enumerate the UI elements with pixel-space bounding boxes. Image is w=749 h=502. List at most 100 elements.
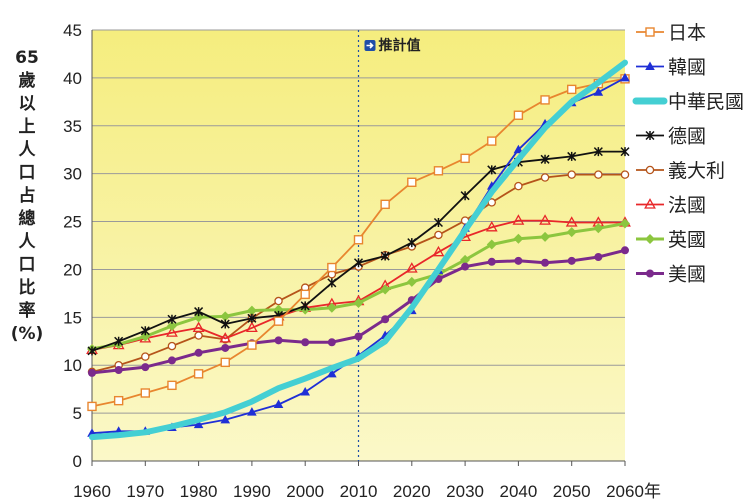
data-point [327, 262, 337, 273]
y-tick-label: 10 [63, 356, 82, 375]
data-point [644, 198, 656, 209]
data-point [220, 414, 231, 424]
data-point [194, 307, 204, 317]
data-point [140, 388, 151, 398]
x-axis-unit: 年 [644, 482, 661, 501]
x-axis: 1960 1970 1980 1990 2000 2010 2020 2030 2040 2050… [73, 461, 661, 501]
legend-item-2: 中華民國 [632, 91, 744, 113]
data-point [113, 395, 124, 406]
series-line [89, 59, 628, 441]
data-point [353, 235, 364, 245]
y-axis-label-char: 歲 [19, 70, 36, 91]
data-point [354, 332, 363, 341]
data-point [514, 256, 523, 265]
data-point [434, 230, 443, 240]
data-point [594, 170, 603, 179]
data-point [274, 296, 283, 306]
data-point [487, 198, 496, 207]
data-point [193, 419, 204, 429]
data-point [460, 254, 471, 265]
data-point [567, 170, 576, 179]
data-point [114, 366, 123, 375]
data-point [460, 191, 470, 201]
data-point [380, 284, 391, 295]
data-point [645, 130, 655, 141]
projection-label: 推計值 [379, 37, 421, 54]
data-point [167, 356, 176, 365]
data-point [593, 147, 603, 157]
data-point [327, 368, 337, 378]
x-tick-label: 2030 [446, 482, 484, 501]
data-point [620, 72, 630, 82]
x-tick-label: 1970 [126, 482, 164, 501]
data-point [166, 320, 177, 331]
data-point [540, 173, 550, 182]
data-point [247, 313, 257, 323]
y-tick-label: 15 [63, 308, 82, 327]
data-point [645, 234, 655, 244]
data-point [566, 227, 577, 238]
data-point [620, 170, 630, 179]
data-point [220, 319, 230, 329]
y-axis-label-char: 口 [19, 255, 36, 275]
data-point [380, 251, 390, 261]
data-point [645, 165, 655, 175]
data-point [567, 84, 577, 95]
data-point [353, 258, 364, 268]
data-point [193, 369, 204, 379]
data-point [487, 165, 497, 175]
data-point [194, 348, 203, 357]
x-tick-label: 1980 [180, 482, 218, 501]
data-point [513, 110, 524, 120]
legend-item-4: 義大利 [636, 160, 725, 182]
data-point [353, 297, 364, 308]
data-point [194, 331, 203, 340]
data-point [461, 262, 470, 271]
legend-label: 法國 [668, 195, 706, 217]
data-point [432, 245, 445, 257]
data-point [381, 315, 390, 324]
series-2 [89, 59, 628, 441]
legend-item-7: 美國 [636, 264, 706, 286]
x-tick-label: 2000 [286, 482, 324, 501]
legend-label: 美國 [668, 264, 706, 286]
data-point [487, 257, 496, 266]
legend-item-6: 英國 [636, 229, 706, 251]
legend-item-3: 德國 [636, 126, 706, 148]
legend-item-5: 法國 [636, 195, 706, 217]
y-tick-label: 25 [63, 213, 82, 232]
data-point [407, 177, 417, 187]
data-point [167, 314, 177, 324]
series-0 [87, 74, 630, 412]
series-6 [87, 218, 630, 354]
legend-label: 義大利 [668, 160, 725, 182]
data-point [540, 154, 550, 164]
y-axis: 0 5 10 15 20 25 30 35 40 45 [63, 21, 625, 471]
data-point [512, 214, 525, 225]
y-axis-label-char: 比 [19, 277, 36, 298]
data-point [567, 151, 577, 161]
data-point [567, 256, 576, 265]
legend-item-0: 日本 [636, 22, 706, 44]
data-point [621, 246, 629, 255]
data-point [514, 181, 523, 191]
arrow-glyph [366, 42, 374, 49]
series-lines [86, 59, 631, 441]
data-point [300, 301, 310, 311]
data-point [220, 357, 230, 368]
data-point [246, 305, 257, 316]
data-point [274, 336, 283, 345]
data-point [114, 336, 124, 346]
x-tick-label: 2050 [553, 482, 591, 501]
y-tick-label: 0 [73, 452, 82, 471]
data-point [460, 153, 470, 164]
data-point [300, 289, 310, 300]
data-point [221, 343, 230, 352]
y-axis-label-char: 口 [19, 163, 36, 183]
y-axis-label-char: 率 [19, 300, 36, 321]
data-point [87, 401, 97, 412]
data-point [406, 276, 417, 287]
